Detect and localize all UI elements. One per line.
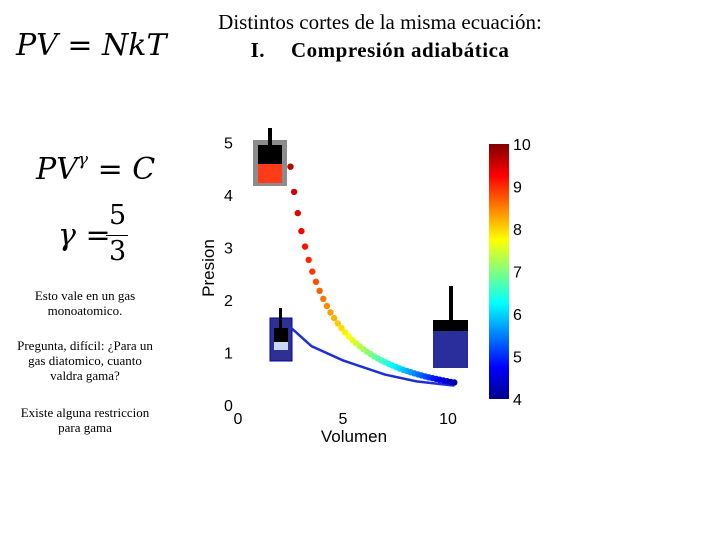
piston-compressed-head xyxy=(258,145,282,165)
colorbar-tick-label: 4 xyxy=(513,392,522,409)
colorbar xyxy=(489,144,509,399)
y-tick-label: 2 xyxy=(224,293,233,310)
piston-expanded-head xyxy=(433,320,468,331)
ideal-gas-equation: PV = NkT xyxy=(16,28,167,63)
adiabat-point xyxy=(309,268,316,275)
colorbar-tick-label: 9 xyxy=(513,180,522,197)
y-tick-label: 5 xyxy=(224,136,233,153)
colorbar-tick-label: 8 xyxy=(513,222,522,239)
adiabat-point xyxy=(305,256,312,264)
y-tick-label: 0 xyxy=(224,398,233,415)
title-subtitle: Compresión adiabática xyxy=(291,38,510,62)
adiabat-point xyxy=(287,163,294,170)
x-tick-label: 5 xyxy=(339,411,348,428)
adiabat-point xyxy=(312,278,320,285)
note-question: Pregunta, difícil: ¿Para un gas diatomic… xyxy=(17,338,153,383)
piston-compressed xyxy=(253,128,287,186)
adiabat-point xyxy=(334,320,341,327)
colorbar-tick-label: 10 xyxy=(513,137,531,154)
adiabat-point xyxy=(338,324,345,332)
piston-small xyxy=(269,308,293,362)
piston-small-head xyxy=(274,328,288,342)
x-tick-label: 0 xyxy=(234,411,243,428)
piston-compressed-rod xyxy=(268,128,272,146)
gamma-numerator: 5 xyxy=(109,200,127,231)
piston-small-rod xyxy=(279,308,282,330)
adiabatic-rhs: = C xyxy=(97,152,156,187)
piston-expanded xyxy=(433,286,468,368)
adiabat-point xyxy=(451,379,458,386)
adiabat-point xyxy=(316,287,323,294)
y-tick-label: 4 xyxy=(224,188,233,205)
piston-compressed-gas xyxy=(258,164,282,183)
adiabatic-lhs: PV xyxy=(36,152,78,187)
colorbar-tick-label: 5 xyxy=(513,350,522,367)
fraction-bar xyxy=(106,235,128,236)
note-restriction: Existe alguna restriccion para gama xyxy=(20,405,150,435)
y-axis-label: Presion xyxy=(199,239,218,297)
adiabatic-exponent: γ xyxy=(77,150,89,170)
adiabat-point xyxy=(290,188,298,196)
adiabatic-equation: PVγ = C xyxy=(36,150,155,187)
colorbar-tick-label: 7 xyxy=(513,265,522,282)
title-numeral: I. xyxy=(250,38,266,62)
y-tick-label: 1 xyxy=(224,346,233,363)
x-tick-label: 10 xyxy=(439,411,457,428)
adiabat-point xyxy=(327,309,334,316)
y-tick-label: 3 xyxy=(224,241,233,258)
colorbar-tick-label: 6 xyxy=(513,307,522,324)
slide-title: Distintos cortes de la misma ecuación: I… xyxy=(160,8,600,64)
title-line-1: Distintos cortes de la misma ecuación: xyxy=(218,10,542,34)
x-axis-label: Volumen xyxy=(321,427,387,446)
adiabat-point xyxy=(301,243,309,250)
piston-expanded-rod xyxy=(449,286,453,322)
piston-small-gas xyxy=(274,342,288,350)
adiabat-point xyxy=(320,295,327,302)
adiabat-point xyxy=(323,302,331,310)
note-monoatomic: Esto vale en un gas monoatomico. xyxy=(34,288,136,318)
adiabat-point xyxy=(331,314,338,322)
gamma-denominator: 3 xyxy=(109,236,127,267)
adiabat-point xyxy=(298,227,305,235)
title-line-2: I. Compresión adiabática xyxy=(160,36,600,64)
adiabat-point xyxy=(294,209,301,217)
compression-trace-line xyxy=(289,326,455,387)
gamma-symbol: γ = xyxy=(58,218,111,253)
